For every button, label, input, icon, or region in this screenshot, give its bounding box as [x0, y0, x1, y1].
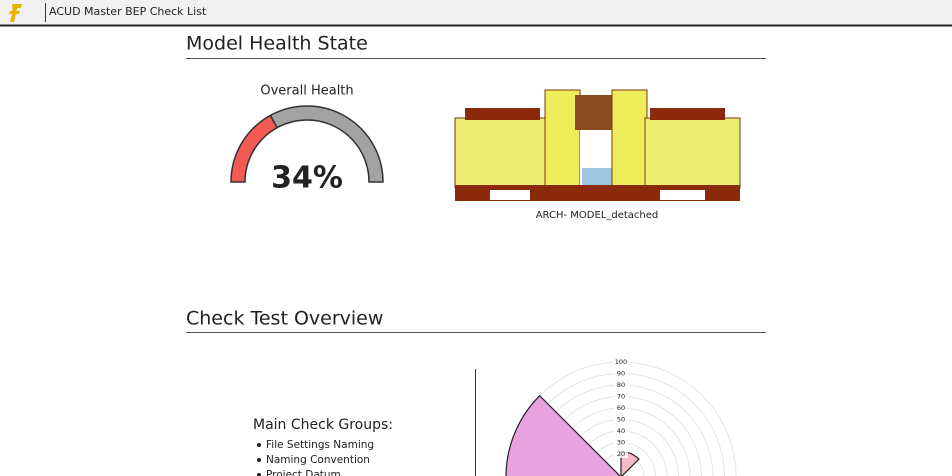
- model-caption: ARCH- MODEL_detached: [536, 210, 659, 221]
- tick-label-bg: [614, 427, 628, 435]
- polar-segment: [505, 394, 621, 476]
- gauge-rest-arc: [269, 105, 384, 183]
- gauge-title: Overall Health: [260, 84, 353, 99]
- gauge: [230, 105, 384, 183]
- bullet: [257, 443, 261, 447]
- bullet: [257, 473, 261, 476]
- r-tick-label: 40: [617, 427, 625, 435]
- tick-label-bg: [614, 358, 628, 366]
- group-item: Project Datum: [266, 469, 341, 476]
- bullet: [257, 458, 261, 462]
- app-title[interactable]: ACUD Master BEP Check List: [49, 5, 207, 18]
- tick-label-bg: [614, 404, 628, 412]
- tick-label-bg: [614, 415, 628, 424]
- section-heading: Check Test Overview: [186, 308, 383, 330]
- groups-title: Main Check Groups:: [253, 417, 393, 433]
- group-item: File Settings Naming: [266, 439, 374, 451]
- tick-label-bg: [614, 392, 628, 401]
- tick-label-bg: [614, 369, 628, 378]
- logo[interactable]: [9, 4, 22, 22]
- r-tick-label: 50: [617, 416, 625, 424]
- model-image: [454, 89, 741, 201]
- tick-label-bg: [614, 450, 628, 458]
- r-tick-label: 70: [617, 393, 625, 401]
- r-tick-label: 80: [617, 381, 625, 389]
- section-heading: Model Health State: [186, 33, 368, 55]
- r-tick-label: 30: [617, 439, 625, 447]
- r-tick-label: 20: [617, 450, 625, 458]
- polar-chart: 20 30 40 50 60 70 80 90 100: [505, 358, 737, 476]
- group-item: Naming Convention: [266, 454, 370, 466]
- header-bar: [0, 0, 952, 25]
- tick-label-bg: [614, 438, 628, 447]
- r-tick-label: 60: [617, 404, 625, 412]
- tick-label-bg: [614, 381, 628, 389]
- groups-list: File Settings Naming Naming Convention Pro…: [257, 439, 374, 476]
- r-tick-label: 90: [617, 370, 625, 378]
- r-tick-label: 100: [615, 358, 627, 366]
- gauge-value: 34%: [271, 161, 343, 196]
